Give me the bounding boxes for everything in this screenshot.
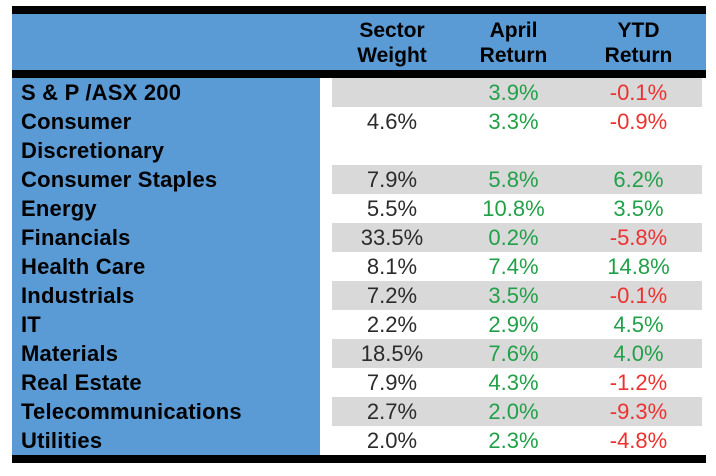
column-header-sector-weight: Sector Weight [332, 14, 452, 70]
april-return-value: 7.4% [488, 254, 539, 279]
column-gutter [702, 310, 706, 339]
table-row: Industrials 7.2% 3.5% -0.1% [12, 281, 706, 310]
ytd-return-value: 3.5% [613, 196, 664, 221]
table-row: Financials 33.5% 0.2% -5.8% [12, 223, 706, 252]
column-gutter [320, 426, 332, 455]
column-gutter [702, 194, 706, 223]
row-label: Industrials [12, 281, 320, 310]
april-return-value: 2.9% [488, 312, 539, 337]
column-gutter [320, 310, 332, 339]
row-label: Financials [12, 223, 320, 252]
column-gutter [702, 281, 706, 310]
row-label: Energy [12, 194, 320, 223]
column-gutter [320, 194, 332, 223]
ytd-return-value: -0.1% [575, 78, 702, 107]
april-return-value: 2.3% [488, 428, 539, 453]
ytd-return-value: 4.0% [575, 339, 702, 368]
header-right-spacer [702, 14, 706, 70]
column-header-ytd-return: YTD Return [575, 14, 702, 70]
table-row: Utilities 2.0% 2.3% -4.8% [12, 426, 706, 455]
april-return-value: 3.5% [452, 281, 575, 310]
header-label-spacer [12, 14, 320, 70]
table-row: Consumer Discretionary 4.6% 3.3% -0.9% [12, 107, 706, 165]
ytd-return-value: 4.5% [613, 312, 664, 337]
sector-weight-value: 4.6% [366, 109, 418, 134]
ytd-return-value: -4.8% [609, 428, 668, 453]
sector-weight-value: 2.7% [332, 397, 452, 426]
ytd-return-value: 14.8% [607, 254, 670, 279]
sector-weight-value: 2.0% [366, 428, 418, 453]
april-return-value: 3.9% [452, 78, 575, 107]
table-row: IT 2.2% 2.9% 4.5% [12, 310, 706, 339]
column-gutter [702, 165, 706, 194]
april-return-value: 0.2% [452, 223, 575, 252]
table-row: Telecommunications 2.7% 2.0% -9.3% [12, 397, 706, 426]
row-label: Consumer Staples [12, 165, 320, 194]
row-label: Utilities [12, 426, 320, 455]
table-row: Health Care 8.1% 7.4% 14.8% [12, 252, 706, 281]
column-gutter [702, 223, 706, 252]
table-body: S & P /ASX 200 3.9% -0.1% Consumer Discreti… [12, 78, 706, 455]
header-gutter [320, 14, 332, 70]
column-gutter [702, 368, 706, 397]
column-gutter [320, 339, 332, 368]
table-bottom-border [12, 455, 706, 463]
column-gutter [320, 252, 332, 281]
column-gutter [320, 368, 332, 397]
row-label: Consumer Discretionary [12, 107, 320, 165]
sector-weight-value: 8.1% [366, 254, 418, 279]
column-header-april-return: April Return [452, 14, 575, 70]
ytd-return-value: -0.9% [609, 109, 668, 134]
row-label: Real Estate [12, 368, 320, 397]
ytd-return-value: -1.2% [609, 370, 668, 395]
april-return-value: 4.3% [488, 370, 539, 395]
table-row: S & P /ASX 200 3.9% -0.1% [12, 78, 706, 107]
ytd-return-value: -9.3% [575, 397, 702, 426]
table-row: Materials 18.5% 7.6% 4.0% [12, 339, 706, 368]
ytd-return-value: -0.1% [575, 281, 702, 310]
column-gutter [320, 78, 332, 107]
april-return-value: 7.6% [452, 339, 575, 368]
april-return-value: 10.8% [482, 196, 545, 221]
sector-weight-value: 5.5% [366, 196, 418, 221]
column-gutter [320, 397, 332, 426]
sector-weight-value [332, 78, 452, 107]
sector-weight-value: 2.2% [366, 312, 418, 337]
april-return-value: 2.0% [452, 397, 575, 426]
row-label: Health Care [12, 252, 320, 281]
column-gutter [702, 252, 706, 281]
column-gutter [320, 281, 332, 310]
table-row: Energy 5.5% 10.8% 3.5% [12, 194, 706, 223]
sector-weight-value: 33.5% [332, 223, 452, 252]
sector-weight-value: 7.9% [366, 370, 418, 395]
column-gutter [320, 165, 332, 194]
column-gutter [702, 426, 706, 455]
row-label: IT [12, 310, 320, 339]
column-gutter [702, 339, 706, 368]
april-return-value: 5.8% [452, 165, 575, 194]
sector-weight-value: 7.9% [332, 165, 452, 194]
row-label: Materials [12, 339, 320, 368]
sector-returns-table: Sector Weight April Return YTD Return S … [12, 6, 706, 463]
column-gutter [320, 223, 332, 252]
column-gutter [702, 78, 706, 107]
row-label: S & P /ASX 200 [12, 78, 320, 107]
column-gutter [702, 107, 706, 165]
table-top-border [12, 6, 706, 14]
column-gutter [320, 107, 332, 165]
column-gutter [702, 397, 706, 426]
table-row: Real Estate 7.9% 4.3% -1.2% [12, 368, 706, 397]
sector-weight-value: 18.5% [332, 339, 452, 368]
ytd-return-value: -5.8% [575, 223, 702, 252]
april-return-value: 3.3% [488, 109, 539, 134]
row-label: Telecommunications [12, 397, 320, 426]
ytd-return-value: 6.2% [575, 165, 702, 194]
sector-weight-value: 7.2% [332, 281, 452, 310]
table-row: Consumer Staples 7.9% 5.8% 6.2% [12, 165, 706, 194]
table-header-row: Sector Weight April Return YTD Return [12, 14, 706, 70]
header-separator-border [12, 70, 706, 78]
